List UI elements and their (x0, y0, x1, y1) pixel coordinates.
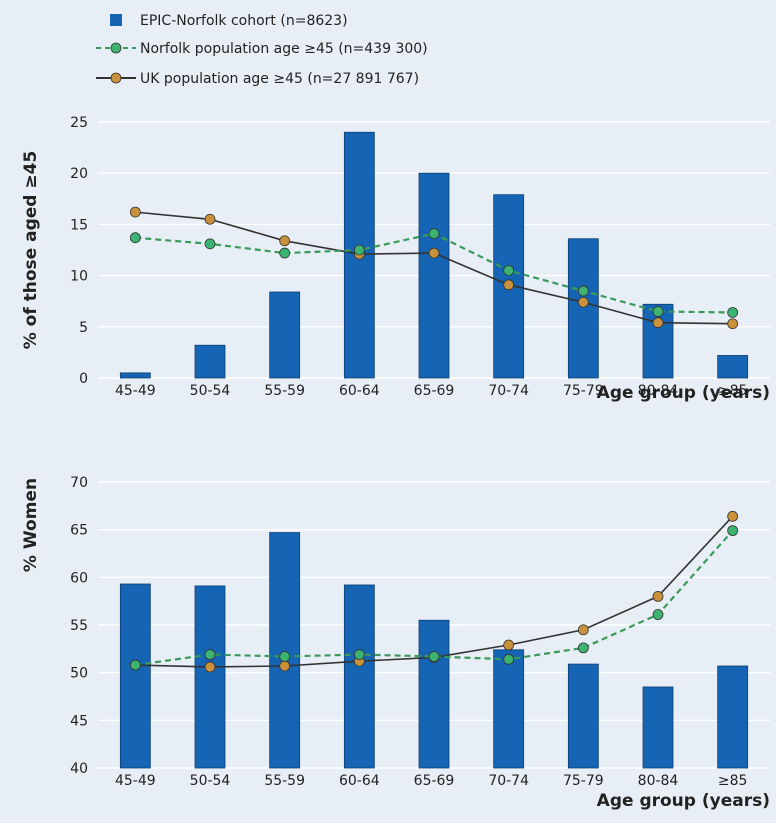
x-tick-label: 70-74 (488, 773, 529, 789)
data-point (652, 306, 664, 317)
data-point (727, 510, 739, 522)
x-tick-label: 55-59 (264, 383, 305, 399)
x-tick-label: ≥85 (718, 773, 748, 789)
y-tick-label: 15 (70, 217, 88, 233)
y-tick-label: 25 (70, 115, 88, 131)
x-tick-label: 70-74 (488, 383, 529, 399)
legend-label: Norfolk population age ≥45 (n=439 300) (140, 41, 428, 57)
x-tick-label: 55-59 (264, 773, 305, 789)
data-point (727, 307, 739, 318)
y-tick-label: 65 (70, 523, 88, 539)
bar (567, 238, 599, 379)
data-point (652, 317, 664, 329)
data-point (577, 642, 589, 654)
x-axis-title: Age group (years) (597, 791, 770, 811)
data-point (204, 238, 216, 250)
bar (418, 619, 450, 769)
y-tick-label: 45 (70, 713, 88, 729)
y-tick-label: 10 (70, 269, 88, 285)
bar (343, 584, 375, 769)
bar (119, 583, 151, 769)
legend-label: UK population age ≥45 (n=27 891 767) (140, 71, 419, 87)
data-point (428, 228, 440, 240)
data-point (279, 660, 291, 672)
bar (269, 291, 301, 379)
legend-swatch-marker (110, 42, 122, 54)
x-tick-label: 80-84 (638, 383, 679, 399)
data-point (279, 235, 291, 247)
x-tick-label: 65-69 (414, 773, 455, 789)
data-point (353, 244, 365, 256)
data-point (652, 609, 664, 620)
data-point (279, 651, 291, 662)
chart-panel-2: 40 45 50 55 60 65 70 45-49 50-54 55-59 60-64 65-69 7… (21, 475, 770, 811)
x-tick-label: 45-49 (115, 383, 156, 399)
x-tick-label: 65-69 (414, 383, 455, 399)
y-axis-title: % of those aged ≥45 (21, 151, 41, 350)
bar (119, 372, 151, 379)
data-point (727, 318, 739, 330)
x-tick-label: 60-64 (339, 383, 380, 399)
data-point (204, 661, 216, 673)
legend-swatch-bar (110, 14, 122, 26)
bar (717, 665, 749, 769)
legend-item: EPIC-Norfolk cohort (n=8623) (110, 13, 348, 29)
data-point (129, 659, 141, 671)
data-point (129, 232, 141, 244)
data-point (727, 525, 739, 537)
data-point (428, 651, 440, 662)
x-tick-label: 80-84 (638, 773, 679, 789)
bar (194, 344, 226, 379)
x-axis-title: Age group (years) (597, 383, 770, 403)
x-tick-label: 50-54 (190, 383, 231, 399)
legend-label: EPIC-Norfolk cohort (n=8623) (140, 13, 348, 29)
y-tick-label: 0 (79, 371, 88, 387)
legend-item: UK population age ≥45 (n=27 891 767) (96, 71, 419, 87)
data-point (577, 296, 589, 308)
data-point (428, 247, 440, 259)
data-point (503, 265, 515, 276)
x-tick-label: 75-79 (563, 773, 604, 789)
y-tick-label: 20 (70, 166, 88, 182)
data-point (129, 206, 141, 218)
data-point (204, 213, 216, 225)
x-tick-label: 75-79 (563, 383, 604, 399)
data-point (577, 624, 589, 636)
y-tick-label: 60 (70, 570, 88, 586)
bar (493, 649, 525, 769)
bar (269, 532, 301, 769)
x-tick-label: 45-49 (115, 773, 156, 789)
y-tick-label: 55 (70, 618, 88, 634)
bar (567, 663, 599, 769)
y-axis-title: % Women (21, 478, 41, 572)
y-tick-label: 5 (79, 320, 88, 336)
bar (418, 172, 450, 379)
data-point (204, 649, 216, 660)
bar (642, 686, 674, 769)
data-point (503, 639, 515, 651)
series-line (135, 529, 734, 667)
x-tick-label: ≥85 (718, 383, 748, 399)
data-point (503, 279, 515, 291)
data-point (503, 653, 515, 665)
bar (194, 585, 226, 769)
y-tick-label: 40 (70, 761, 88, 777)
bar (717, 355, 749, 379)
data-point (577, 285, 589, 297)
x-tick-label: 60-64 (339, 773, 380, 789)
legend-swatch-marker (110, 72, 122, 84)
bar (642, 303, 674, 379)
chart-panel-1: 0 5 10 15 20 25 45-49 50-54 55-59 60-64 65-69 70-74… (21, 115, 770, 403)
data-point (279, 247, 291, 259)
x-tick-label: 50-54 (190, 773, 231, 789)
data-point (353, 649, 365, 660)
legend-item: Norfolk population age ≥45 (n=439 300) (96, 41, 428, 57)
y-tick-label: 50 (70, 666, 88, 682)
y-tick-label: 70 (70, 475, 88, 491)
data-point (652, 591, 664, 602)
